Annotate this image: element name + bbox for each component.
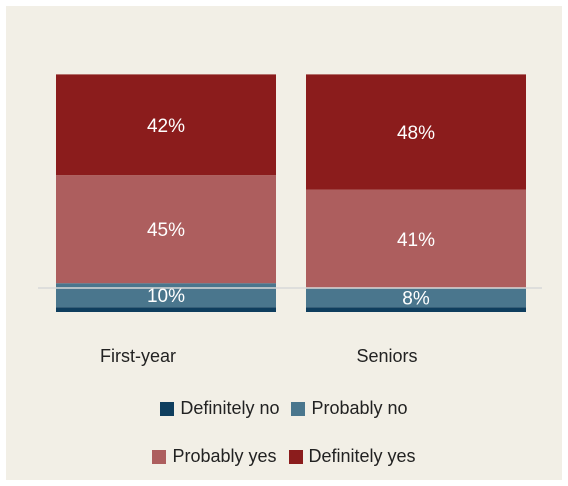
data-label-first-year-definitely-yes: 42% <box>147 116 185 137</box>
data-label-first-year-probably-no: 10% <box>147 286 185 307</box>
legend-item-definitely-no: Definitely no <box>160 398 279 419</box>
legend-label-probably-no: Probably no <box>311 398 408 418</box>
legend-label-probably-yes: Probably yes <box>172 446 277 466</box>
legend-item-probably-yes: Probably yes <box>152 446 277 467</box>
data-label-seniors-probably-no: 8% <box>402 289 430 310</box>
bar-first-year-definitely-yes <box>56 74 276 176</box>
bar-first-year-probably-no <box>56 283 276 308</box>
chart-panel: 10% 45% 42% 8% 41% 48% First-year Seniors Def… <box>6 6 562 480</box>
legend-item-definitely-yes: Definitely yes <box>288 446 416 467</box>
bar-seniors-definitely-no <box>306 307 526 312</box>
bar-seniors-probably-yes <box>306 189 526 288</box>
legend-swatch-probably-no <box>291 401 306 416</box>
legend-row-2: Probably yes Definitely yes <box>6 446 562 467</box>
bar-seniors-probably-no <box>306 288 526 308</box>
legend-swatch-definitely-yes <box>288 449 303 464</box>
bar-first-year-probably-yes <box>56 175 276 284</box>
legend-swatch-probably-yes <box>152 449 167 464</box>
bar-first-year-definitely-no <box>56 307 276 312</box>
legend-label-definitely-no: Definitely no <box>180 398 280 418</box>
bar-seniors-definitely-yes <box>306 74 526 190</box>
data-label-first-year-probably-yes: 45% <box>147 220 185 241</box>
stacked-bar-chart: 10% 45% 42% 8% 41% 48% <box>38 74 542 312</box>
data-label-seniors-definitely-yes: 48% <box>397 123 435 144</box>
legend-row-1: Definitely no Probably no <box>6 398 562 419</box>
data-label-seniors-probably-yes: 41% <box>397 230 435 251</box>
legend-label-definitely-yes: Definitely yes <box>308 446 416 466</box>
x-category-label-seniors: Seniors <box>356 346 418 366</box>
x-category-label-first-year: First-year <box>100 346 176 366</box>
legend-item-probably-no: Probably no <box>291 398 408 419</box>
legend-swatch-definitely-no <box>160 401 175 416</box>
